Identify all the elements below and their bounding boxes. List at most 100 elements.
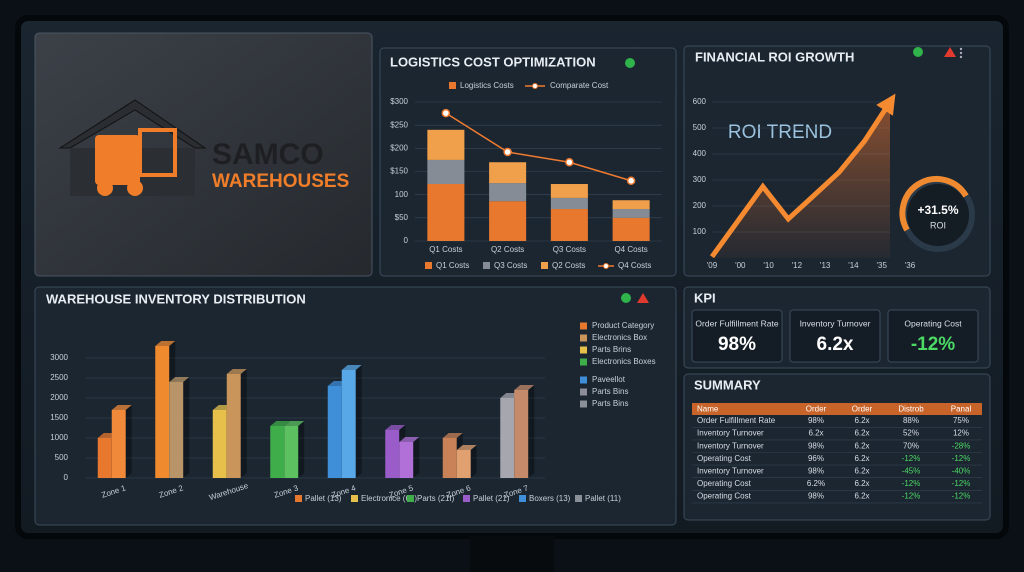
y-tick-label: 300 <box>693 175 707 184</box>
legend-label: Parts Brins <box>592 345 631 354</box>
legend-swatch <box>351 495 358 502</box>
bar-3d <box>399 437 420 478</box>
bar-side <box>470 445 477 478</box>
bar-segment <box>489 201 527 241</box>
legend-label: Parts (21I) <box>417 494 455 503</box>
table-cell: 98% <box>808 492 824 501</box>
bar-front <box>284 426 299 478</box>
column-header: Name <box>697 405 719 414</box>
bar-segment <box>427 184 465 241</box>
x-tick-label: Q2 Costs <box>491 245 524 254</box>
status-icon[interactable] <box>621 293 631 303</box>
legend-label: Electronics Box <box>592 333 647 342</box>
bar-front <box>212 410 227 478</box>
legend-label: Parts Bins <box>592 399 628 408</box>
legend-label: Electronice (61) <box>361 494 417 503</box>
table-cell: Operating Cost <box>697 479 752 488</box>
legend-swatch <box>580 376 587 384</box>
bar-front <box>327 386 342 478</box>
menu-dot[interactable] <box>959 47 963 51</box>
table-cell: Inventory Turnover <box>697 467 764 476</box>
legend-swatch <box>580 322 587 330</box>
legend-label: Boxers (13) <box>529 494 571 503</box>
alert-icon[interactable] <box>944 47 956 57</box>
line-point <box>626 176 636 186</box>
legend-swatch <box>295 495 302 502</box>
y-tick-label: 1500 <box>50 413 68 422</box>
x-tick-label: '13 <box>820 261 831 270</box>
x-tick-label: Q4 Costs <box>614 245 647 254</box>
bar-side <box>355 365 362 478</box>
bar-side <box>125 405 132 478</box>
legend-swatch <box>519 495 526 502</box>
line-point <box>503 147 512 157</box>
legend-swatch <box>575 495 582 502</box>
y-tick-label: 1000 <box>50 433 68 442</box>
table-cell: 98% <box>808 441 824 450</box>
y-tick-label: 0 <box>64 473 69 482</box>
bar-top <box>226 369 247 374</box>
y-tick-label: 2500 <box>50 373 68 382</box>
y-tick-label: 400 <box>693 149 707 158</box>
bar-top <box>169 377 190 382</box>
y-tick-label: 100 <box>693 227 707 236</box>
y-tick-label: $50 <box>395 213 409 222</box>
bar-front <box>155 346 170 478</box>
table-cell: 96% <box>808 454 824 463</box>
bar-top <box>284 421 305 426</box>
legend-point <box>603 263 609 269</box>
bar-3d <box>341 365 362 478</box>
table-cell: -40% <box>952 467 971 476</box>
bar-front <box>226 374 241 478</box>
menu-dot[interactable] <box>959 51 963 55</box>
bar-3d <box>226 369 247 478</box>
bar-side <box>183 377 190 478</box>
y-tick-label: 500 <box>55 453 69 462</box>
bar-3d <box>514 385 535 478</box>
y-tick-label: 500 <box>693 123 707 132</box>
bar-segment <box>612 217 650 241</box>
y-tick-label: 3000 <box>50 353 68 362</box>
bar-top <box>514 385 535 390</box>
bar-front <box>514 390 529 478</box>
legend-swatch <box>580 400 587 408</box>
kpi-label: Order Fulfillment Rate <box>695 318 778 328</box>
bar-front <box>500 398 515 478</box>
kpi-value: -12% <box>911 334 955 355</box>
table-cell: 52% <box>903 429 919 438</box>
bar-front <box>456 450 471 478</box>
bar-front <box>111 410 126 478</box>
table-cell: 6.2x <box>854 492 869 501</box>
table-cell: 6.2x <box>854 479 869 488</box>
column-header: Distrob <box>898 405 924 414</box>
bar-front <box>97 438 112 478</box>
table-cell: 6.2x <box>854 467 869 476</box>
line-point <box>441 108 451 118</box>
menu-dot[interactable] <box>959 55 963 59</box>
legend-label: Parts Bins <box>592 387 628 396</box>
bar-top <box>442 433 463 438</box>
alert-icon[interactable] <box>637 293 649 303</box>
bar-segment <box>550 209 588 241</box>
panel-title: FINANCIAL ROI GROWTH <box>695 49 854 64</box>
kpi-card <box>691 309 783 363</box>
logo-wheel <box>127 180 143 196</box>
y-tick-label: 100 <box>395 190 409 199</box>
status-icon[interactable] <box>913 47 923 57</box>
legend-point <box>532 83 538 89</box>
bar-top <box>341 365 362 370</box>
x-tick-label: '10 <box>763 261 774 270</box>
panel-title: SUMMARY <box>694 377 761 392</box>
legend-label: Pallet (13) <box>305 494 342 503</box>
table-cell: 6.2x <box>854 441 869 450</box>
table-cell: -12% <box>902 454 921 463</box>
bar-3d <box>456 445 477 478</box>
line-point <box>565 157 574 167</box>
status-icon[interactable] <box>625 58 635 68</box>
bar-segment <box>427 129 465 160</box>
bar-front <box>442 438 457 478</box>
y-tick-label: $300 <box>390 97 408 106</box>
bar-segment <box>550 184 588 198</box>
column-header: Panal <box>951 405 972 414</box>
